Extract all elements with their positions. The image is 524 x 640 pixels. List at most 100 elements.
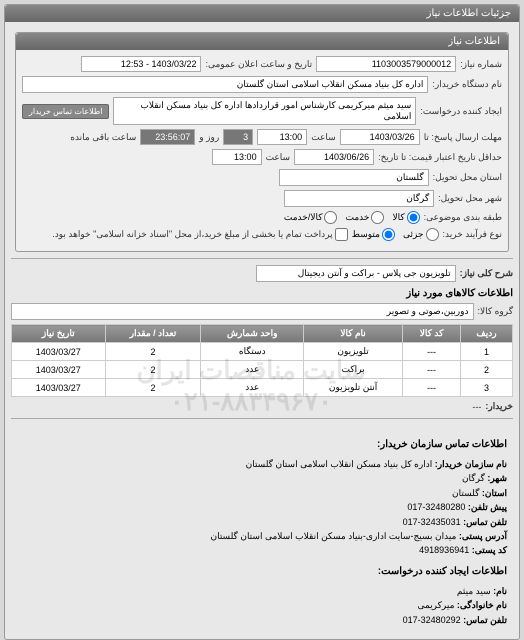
requester-field: سید میثم میرکریمی کارشناس امور قراردادها… bbox=[113, 97, 416, 125]
rphone-lbl: تلفن تماس: bbox=[463, 615, 507, 625]
org-value: اداره کل بنیاد مسکن انقلاب اسلامی استان … bbox=[246, 459, 433, 469]
table-cell: 2 bbox=[105, 379, 201, 397]
validity-time-field: 13:00 bbox=[212, 149, 262, 165]
contact-title: اطلاعات تماس سازمان خریدار: bbox=[17, 437, 507, 453]
deadline-time-label: ساعت bbox=[311, 132, 336, 143]
table-cell: تلویزیون bbox=[304, 343, 403, 361]
pcode-val: 4918936941 bbox=[419, 545, 469, 555]
number-field: 1103003579000012 bbox=[316, 56, 456, 72]
phone2-lbl: تلفن تماس: bbox=[463, 517, 507, 527]
deadline-date-field: 1403/03/26 bbox=[340, 129, 420, 145]
col-unit: واحد شمارش bbox=[201, 325, 304, 343]
table-cell: 1403/03/27 bbox=[12, 343, 106, 361]
budget-radio-service[interactable]: خدمت bbox=[345, 211, 384, 224]
phone-lbl: پیش تلفن: bbox=[468, 502, 507, 512]
table-row: 3---آنتن تلویزیونعدد21403/03/27 bbox=[12, 379, 513, 397]
col-date: تاریخ نیاز bbox=[12, 325, 106, 343]
validity-label: حداقل تاریخ اعتبار قیمت: تا تاریخ: bbox=[378, 152, 502, 163]
buyer-value: --- bbox=[472, 402, 481, 412]
need-details-panel: جزئیات اطلاعات نیاز اطلاعات نیاز شماره ن… bbox=[4, 4, 520, 640]
table-cell: 2 bbox=[105, 361, 201, 379]
budget-radio-goods[interactable]: کالا bbox=[392, 211, 419, 224]
phone2-val: 32435031-017 bbox=[403, 517, 461, 527]
province-field: گلستان bbox=[279, 169, 429, 186]
goods-group-label: گروه کالا: bbox=[478, 306, 513, 317]
city-field: گرگان bbox=[284, 190, 434, 207]
desc-field: تلویزیون جی پلاس - براکت و آنتن دیجیتال bbox=[256, 265, 456, 282]
city-label: شهر محل تحویل: bbox=[438, 193, 502, 204]
remaining-label: ساعت باقی مانده bbox=[70, 132, 136, 143]
goods-title: اطلاعات کالاهای مورد نیاز bbox=[11, 288, 513, 299]
city-lbl: شهر: bbox=[487, 473, 507, 483]
contact-button[interactable]: اطلاعات تماس خریدار bbox=[22, 104, 109, 119]
table-cell: --- bbox=[403, 343, 461, 361]
addr-val: میدان بسیج-سایت اداری-بنیاد مسکن انقلاب … bbox=[210, 531, 456, 541]
table-cell: 2 bbox=[460, 361, 512, 379]
col-code: کد کالا bbox=[403, 325, 461, 343]
req-creator-title: اطلاعات ایجاد کننده درخواست: bbox=[17, 564, 507, 580]
buyer-org-label: نام دستگاه خریدار: bbox=[432, 79, 502, 90]
lname-val: میرکریمی bbox=[417, 600, 454, 610]
budget-label: طبقه بندی موضوعی: bbox=[424, 212, 502, 223]
table-cell: 1403/03/27 bbox=[12, 379, 106, 397]
purchase-radio-medium[interactable]: متوسط bbox=[352, 228, 395, 241]
deadline-label: مهلت ارسال پاسخ: تا bbox=[424, 132, 502, 143]
divider-2 bbox=[11, 418, 513, 419]
validity-date-field: 1403/06/26 bbox=[294, 149, 374, 165]
panel-title: جزئیات اطلاعات نیاز bbox=[5, 5, 519, 22]
need-info-header: اطلاعات نیاز bbox=[16, 33, 508, 50]
remaining-field: 23:56:07 bbox=[140, 129, 195, 145]
days-field: 3 bbox=[223, 129, 253, 145]
buyer-label: خریدار: bbox=[485, 401, 513, 412]
col-name: نام کالا bbox=[304, 325, 403, 343]
requester-label: ایجاد کننده درخواست: bbox=[420, 106, 502, 117]
table-cell: --- bbox=[403, 361, 461, 379]
table-row: 2---براکتعدد21403/03/27 bbox=[12, 361, 513, 379]
table-cell: 1403/03/27 bbox=[12, 361, 106, 379]
budget-radio-group: کالا خدمت کالا/خدمت bbox=[284, 211, 420, 224]
validity-time-label: ساعت bbox=[266, 152, 291, 163]
table-cell: براکت bbox=[304, 361, 403, 379]
table-cell: 3 bbox=[460, 379, 512, 397]
addr-lbl: آدرس پستی: bbox=[459, 531, 507, 541]
desc-label: شرح کلی نیاز: bbox=[460, 268, 513, 279]
table-cell: --- bbox=[403, 379, 461, 397]
announce-label: تاریخ و ساعت اعلان عمومی: bbox=[205, 59, 312, 70]
prov-val: گلستان bbox=[452, 488, 479, 498]
table-cell: آنتن تلویزیون bbox=[304, 379, 403, 397]
col-row: ردیف bbox=[460, 325, 512, 343]
purchase-radio-group: جزئی متوسط bbox=[352, 228, 439, 241]
phone-val: 32480280-017 bbox=[407, 502, 465, 512]
budget-radio-both[interactable]: کالا/خدمت bbox=[284, 211, 338, 224]
treasury-checkbox[interactable]: پرداخت تمام یا بخشی از مبلغ خرید،از محل … bbox=[52, 228, 347, 241]
purchase-radio-minor[interactable]: جزئی bbox=[403, 228, 439, 241]
city-val: گرگان bbox=[462, 473, 485, 483]
fname-val: سید میثم bbox=[457, 586, 491, 596]
pcode-lbl: کد پستی: bbox=[472, 545, 507, 555]
need-info-panel: اطلاعات نیاز شماره نیاز: 110300357900001… bbox=[15, 32, 509, 252]
table-header-row: ردیف کد کالا نام کالا واحد شمارش تعداد /… bbox=[12, 325, 513, 343]
table-row: 1---تلویزیوندستگاه21403/03/27 bbox=[12, 343, 513, 361]
purchase-type-label: نوع فرآیند خرید: bbox=[443, 229, 503, 240]
prov-lbl: استان: bbox=[482, 488, 507, 498]
province-label: استان محل تحویل: bbox=[433, 172, 502, 183]
col-qty: تعداد / مقدار bbox=[105, 325, 201, 343]
lname-lbl: نام خانوادگی: bbox=[457, 600, 507, 610]
goods-group-field: دوربین،صوتی و تصویر bbox=[11, 303, 474, 320]
org-label: نام سازمان خریدار: bbox=[435, 459, 507, 469]
table-cell: دستگاه bbox=[201, 343, 304, 361]
table-cell: عدد bbox=[201, 361, 304, 379]
goods-table: ردیف کد کالا نام کالا واحد شمارش تعداد /… bbox=[11, 324, 513, 397]
announce-field: 1403/03/22 - 12:53 bbox=[81, 56, 201, 72]
contact-section: اطلاعات تماس سازمان خریدار: نام سازمان خ… bbox=[11, 425, 513, 633]
deadline-time-field: 13:00 bbox=[257, 129, 307, 145]
fname-lbl: نام: bbox=[493, 586, 507, 596]
table-cell: 2 bbox=[105, 343, 201, 361]
number-label: شماره نیاز: bbox=[460, 59, 502, 70]
rphone-val: 32480292-017 bbox=[403, 615, 461, 625]
table-cell: عدد bbox=[201, 379, 304, 397]
divider bbox=[11, 258, 513, 259]
buyer-org-field: اداره کل بنیاد مسکن انقلاب اسلامی استان … bbox=[22, 76, 428, 93]
table-cell: 1 bbox=[460, 343, 512, 361]
days-label: روز و bbox=[199, 132, 219, 143]
